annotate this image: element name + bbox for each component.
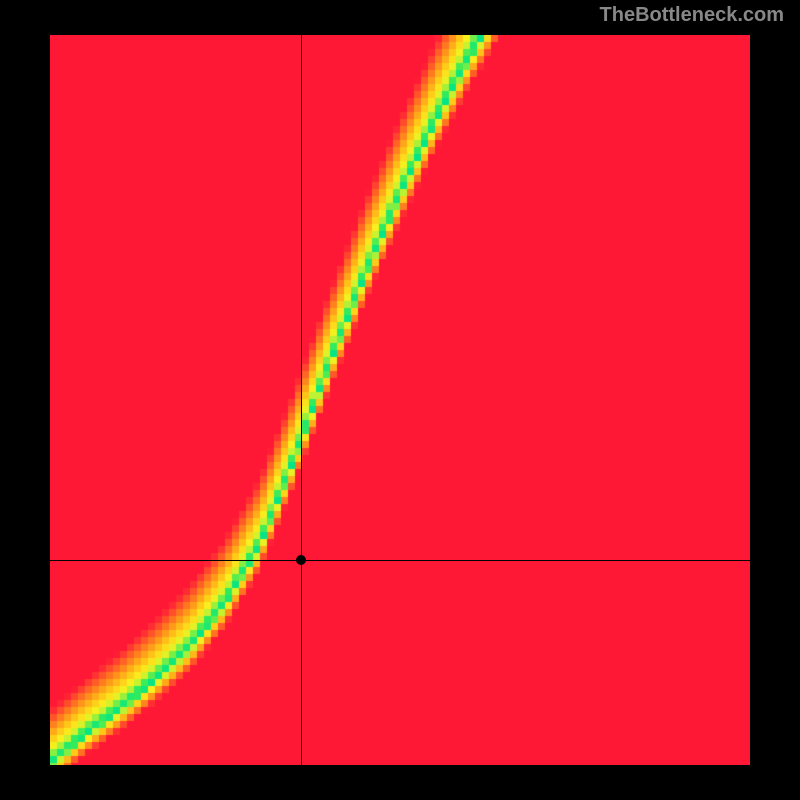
crosshair-vertical	[301, 35, 302, 765]
crosshair-horizontal	[50, 560, 750, 561]
watermark-text: TheBottleneck.com	[600, 4, 784, 27]
marker-point	[296, 555, 306, 565]
heatmap-plot	[50, 35, 750, 765]
heatmap-canvas	[50, 35, 750, 765]
